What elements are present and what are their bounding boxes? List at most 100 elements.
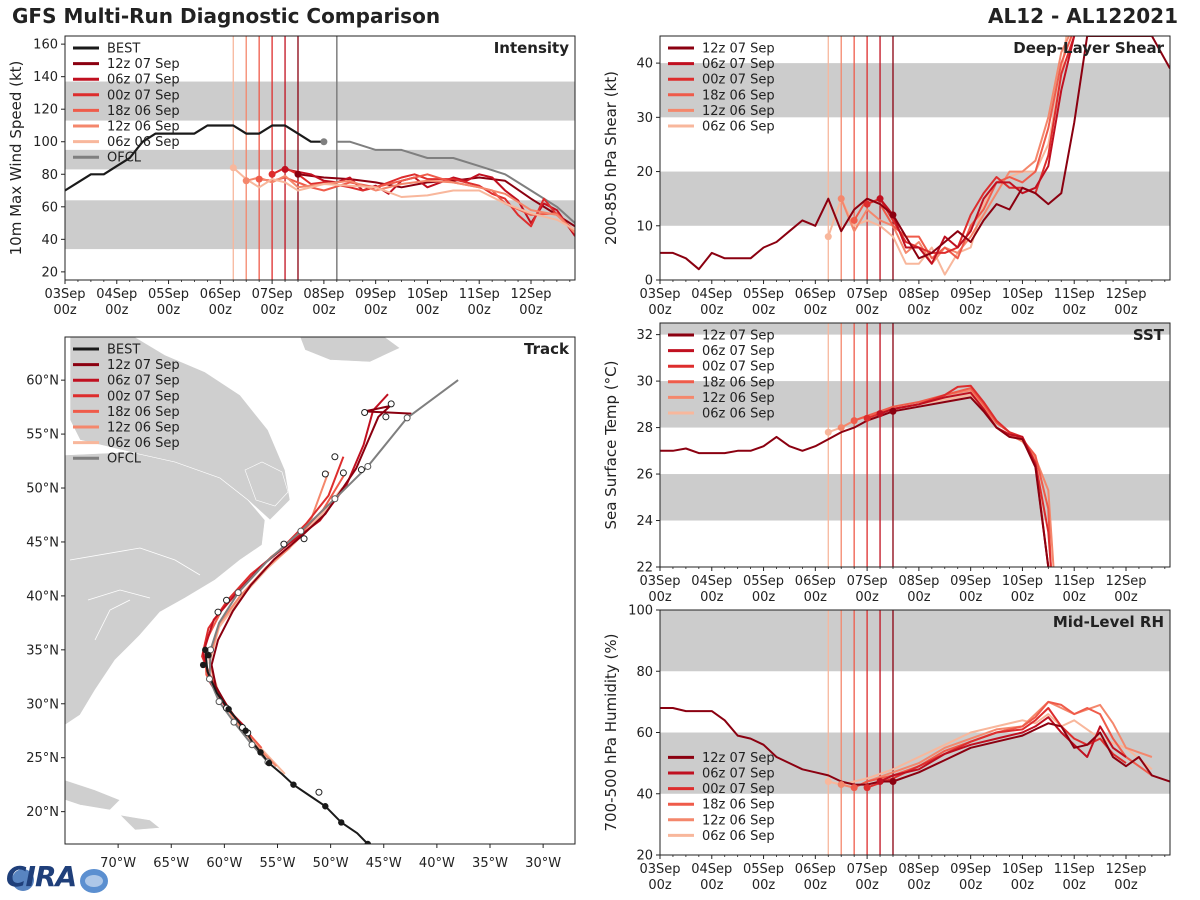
- shear-series-06z-06-sep: [827, 36, 1068, 276]
- sst-xtick-day: 10Sep: [1002, 574, 1043, 589]
- intensity-plot-area: [65, 36, 575, 280]
- rh-xtick-hour: 00z: [855, 878, 879, 893]
- intensity-series-best: [65, 124, 324, 192]
- track-legend-label: 06z 06 Sep: [107, 436, 180, 451]
- sst-xtick-day: 12Sep: [1105, 574, 1146, 589]
- intensity-xtick-hour: 00z: [260, 303, 284, 318]
- shear-xtick-hour: 00z: [1063, 303, 1087, 318]
- track-best-point: [364, 840, 372, 844]
- track-xtick-label: 50°W: [313, 856, 349, 871]
- cira-logo-mark: [12, 869, 108, 893]
- sst-xtick-hour: 00z: [804, 590, 828, 605]
- shear-xtick-hour: 00z: [1011, 303, 1035, 318]
- intensity-xtick-day: 10Sep: [407, 287, 448, 302]
- track-legend-label: 00z 07 Sep: [107, 389, 180, 404]
- rh-legend-label: 12z 07 Sep: [702, 751, 775, 766]
- sst-ytick-label: 24: [636, 514, 653, 529]
- sst-title: SST: [1133, 326, 1165, 344]
- track-legend-label: 06z 07 Sep: [107, 374, 180, 389]
- rh-xtick-hour: 00z: [1114, 878, 1138, 893]
- track-best-point: [202, 646, 209, 654]
- track-panel: 20°N 25°N 30°N 35°N 40°N 45°N 50°N 55°N 60°N 70°W…: [26, 336, 576, 871]
- sst-panel: 22242628303203Sep00z04Sep00z05Sep00z06Se…: [602, 322, 1171, 605]
- landmass-5: [119, 814, 161, 831]
- track-plot-area: [65, 337, 459, 844]
- sst-ytick-label: 22: [636, 561, 653, 576]
- rh-legend-label: 18z 06 Sep: [702, 798, 775, 813]
- sst-xtick-day: 07Sep: [847, 574, 888, 589]
- intensity-threshold-band-2: [65, 81, 575, 121]
- track-ofcl-point: [215, 698, 223, 706]
- shear-legend-label: 00z 07 Sep: [702, 73, 775, 88]
- track-xtick-label: 65°W: [153, 856, 189, 871]
- intensity-xtick-day: 03Sep: [44, 287, 85, 302]
- intensity-init-marker-0: [294, 170, 302, 178]
- intensity-xtick-hour: 00z: [53, 303, 77, 318]
- sst-init-marker-4: [876, 410, 884, 418]
- intensity-legend-label: 12z 07 Sep: [107, 57, 180, 72]
- sst-series-18z-06-sep: [853, 387, 1052, 567]
- intensity-frame: [64, 35, 576, 281]
- track-series-best: [204, 649, 369, 844]
- track-ofcl-point: [206, 675, 213, 683]
- track-best-point: [265, 759, 273, 767]
- intensity-ylabel: 10m Max Wind Speed (kt): [7, 61, 25, 256]
- shear-ytick-label: 0: [645, 274, 653, 289]
- track-ofcl-point: [248, 741, 256, 749]
- shear-xtick-hour: 00z: [907, 303, 931, 318]
- rh-title: Mid-Level RH: [1053, 613, 1164, 631]
- rh-legend-label: 00z 07 Sep: [702, 782, 775, 797]
- intensity-threshold-band-0: [65, 200, 575, 250]
- intensity-series-06z-06-sep: [232, 167, 575, 231]
- rh-xtick-hour: 00z: [907, 878, 931, 893]
- landmass-0: [65, 451, 266, 726]
- shear-title: Deep-Layer Shear: [1013, 39, 1164, 57]
- rh-xtick-day: 06Sep: [795, 862, 836, 877]
- cira-logo-text: CIRA: [6, 860, 77, 893]
- sst-legend-label: 06z 06 Sep: [702, 407, 775, 422]
- sst-xtick-hour: 00z: [907, 590, 931, 605]
- intensity-ytick-label: 100: [33, 135, 58, 150]
- track-run-point: [361, 409, 369, 417]
- shear-xtick-hour: 00z: [1114, 303, 1138, 318]
- shear-series-12z-07-sep: [660, 36, 1170, 271]
- track-xtick-label: 40°W: [419, 856, 455, 871]
- track-ofcl-point: [207, 646, 215, 654]
- intensity-ytick-label: 60: [41, 200, 58, 215]
- shear-xtick-hour: 00z: [804, 303, 828, 318]
- track-series-12z-07-sep: [210, 405, 412, 721]
- rh-ylabel: 700-500 hPa Humidity (%): [602, 633, 620, 831]
- track-xtick-label: 60°W: [206, 856, 242, 871]
- track-ofcl-point: [403, 414, 411, 422]
- intensity-xtick-hour: 00z: [312, 303, 336, 318]
- track-run-point: [280, 540, 288, 548]
- sst-xtick-day: 06Sep: [795, 574, 836, 589]
- shear-xtick-day: 09Sep: [950, 287, 991, 302]
- landmass-2: [299, 337, 401, 363]
- sst-init-marker-1: [837, 424, 845, 432]
- shear-xtick-hour: 00z: [855, 303, 879, 318]
- sst-init-marker-2: [850, 417, 858, 425]
- intensity-xtick-day: 04Sep: [96, 287, 137, 302]
- shear-threshold-band-1: [660, 63, 1170, 118]
- intensity-init-marker-5: [229, 164, 237, 172]
- rh-xtick-day: 08Sep: [898, 862, 939, 877]
- shear-xtick-day: 04Sep: [691, 287, 732, 302]
- intensity-xtick-hour: 00z: [364, 303, 388, 318]
- sst-ytick-label: 30: [636, 375, 653, 390]
- rh-xtick-hour: 00z: [700, 878, 724, 893]
- shear-init-marker-3: [863, 200, 871, 208]
- track-ytick-label: 20°N: [26, 805, 59, 820]
- track-legend-label: BEST: [107, 343, 140, 358]
- shear-panel: 01020304003Sep00z04Sep00z05Sep00z06Sep00…: [602, 35, 1171, 318]
- track-ofcl-point: [364, 462, 372, 470]
- rh-xtick-day: 04Sep: [691, 862, 732, 877]
- shear-ytick-label: 20: [636, 165, 653, 180]
- intensity-series-ofcl: [336, 140, 575, 224]
- shear-legend-label: 12z 07 Sep: [702, 42, 775, 57]
- rh-xtick-hour: 00z: [752, 878, 776, 893]
- rh-init-marker-3: [863, 784, 871, 792]
- shear-init-marker-4: [876, 195, 884, 203]
- shear-xtick-day: 06Sep: [795, 287, 836, 302]
